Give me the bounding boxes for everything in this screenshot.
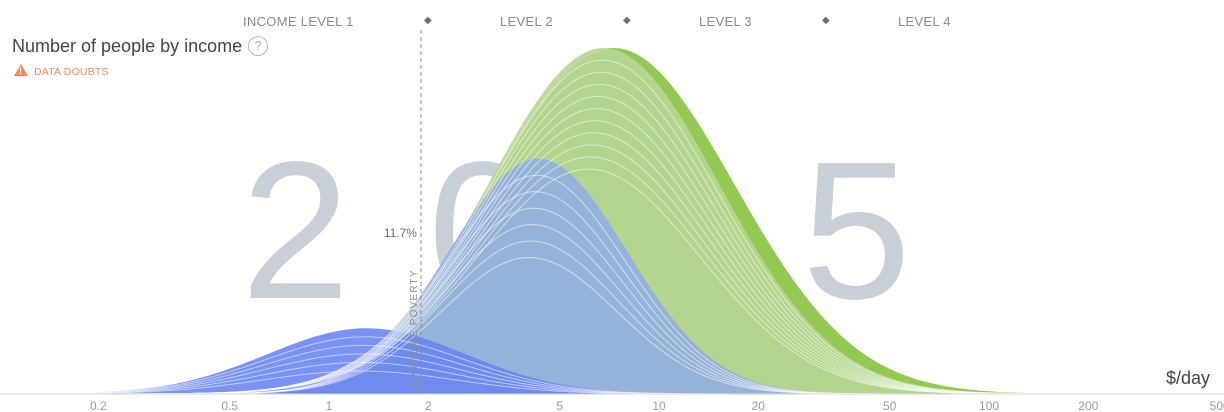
poverty-percent-label: 11.7% — [384, 226, 417, 240]
data-doubts-label: DATA DOUBTS — [34, 66, 109, 78]
income-level-2-label[interactable]: LEVEL 2 — [500, 14, 553, 29]
extreme-poverty-label: EXTREME POVERTY — [409, 269, 420, 386]
x-tick-label: 5 — [556, 399, 563, 412]
chart-title-text: Number of people by income — [12, 36, 243, 56]
x-tick-label: 50 — [883, 399, 897, 412]
chart-title: Number of people by income? — [12, 36, 269, 57]
distribution-area-3 — [0, 48, 1224, 394]
x-axis-ticks: 0.2 0.5 1 2 5 10 20 50 100 200 500 — [90, 399, 1224, 412]
x-tick-label: 500 — [1210, 399, 1224, 412]
data-doubts-link[interactable]: ! DATA DOUBTS — [14, 64, 109, 78]
diamond-icon: ◆ — [623, 15, 631, 26]
income-level-3-label[interactable]: LEVEL 3 — [699, 14, 752, 29]
x-tick-label: 1 — [326, 399, 333, 412]
x-axis-unit-label: $/day — [1165, 368, 1210, 388]
x-tick-label: 200 — [1078, 399, 1098, 412]
question-circle-icon[interactable]: ? — [248, 36, 269, 56]
diamond-icon: ◆ — [822, 15, 830, 26]
income-level-4-label[interactable]: LEVEL 4 — [898, 14, 951, 29]
distribution-areas — [0, 48, 1224, 394]
x-tick-label: 0.2 — [90, 399, 107, 412]
income-level-1-label[interactable]: INCOME LEVEL 1 — [243, 14, 354, 29]
diamond-icon: ◆ — [424, 15, 432, 26]
x-tick-label: 100 — [979, 399, 999, 412]
x-tick-label: 0.5 — [221, 399, 238, 412]
x-tick-label: 20 — [752, 399, 766, 412]
distribution-area-2 — [0, 158, 1224, 394]
warning-triangle-icon: ! — [14, 64, 28, 76]
income-levels-bar: INCOME LEVEL 1 ◆ LEVEL 2 ◆ LEVEL 3 ◆ LEV… — [0, 14, 1224, 34]
x-tick-label: 10 — [652, 399, 666, 412]
x-tick-label: 2 — [425, 399, 432, 412]
distribution-area-1 — [0, 328, 1224, 394]
